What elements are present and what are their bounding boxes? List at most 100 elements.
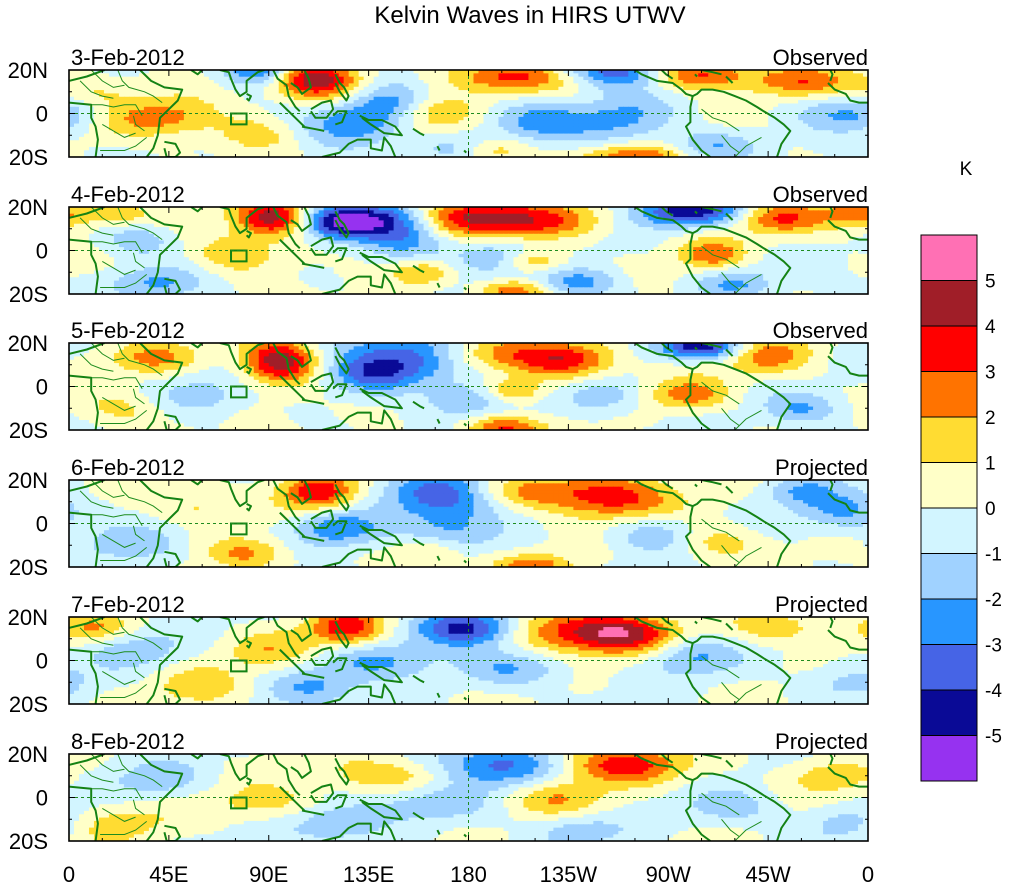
heat-cell xyxy=(733,110,739,115)
heat-cell xyxy=(603,70,609,74)
heat-cell xyxy=(363,90,370,95)
heat-cell xyxy=(193,96,200,101)
heat-cell xyxy=(228,103,235,108)
country-border xyxy=(100,137,148,151)
heat-cell xyxy=(488,100,495,105)
heat-cell xyxy=(328,76,335,81)
heat-cell xyxy=(448,73,455,78)
heat-cell xyxy=(503,86,510,91)
heat-cell xyxy=(343,213,350,218)
heat-cell xyxy=(833,146,839,151)
heat-cell xyxy=(348,76,355,81)
heat-cell xyxy=(248,133,255,138)
heat-cell xyxy=(298,217,305,221)
heat-cell xyxy=(713,210,719,215)
heat-cell xyxy=(788,116,794,121)
heat-cell xyxy=(198,143,205,148)
heat-cell xyxy=(363,103,370,108)
heat-cell xyxy=(608,70,614,74)
heat-cell xyxy=(513,100,520,105)
heat-cell xyxy=(843,126,849,131)
heat-cell xyxy=(718,70,724,74)
heat-cell xyxy=(398,103,405,108)
heat-cell xyxy=(443,100,450,105)
heat-cell xyxy=(538,130,544,135)
heat-cell xyxy=(338,136,345,141)
heat-cell xyxy=(268,106,275,111)
heat-cell xyxy=(123,143,130,148)
heat-cell xyxy=(748,123,754,128)
heat-cell xyxy=(813,100,819,105)
heat-cell xyxy=(808,116,814,121)
heat-cell xyxy=(518,113,525,118)
heat-cell xyxy=(533,140,540,145)
heat-cell xyxy=(313,110,320,115)
heat-cell xyxy=(448,146,455,151)
heat-cell xyxy=(318,96,325,101)
heat-cell xyxy=(98,220,105,225)
heat-cell xyxy=(398,130,405,135)
heat-cell xyxy=(863,80,868,84)
heat-cell xyxy=(373,90,380,95)
heat-cell xyxy=(103,70,110,74)
heat-cell xyxy=(393,80,400,84)
heat-cell xyxy=(248,150,255,155)
heat-cell xyxy=(543,96,549,101)
heat-cell xyxy=(743,150,749,155)
heat-cell xyxy=(413,106,420,111)
heat-cell xyxy=(513,93,520,98)
heat-cell xyxy=(558,100,564,105)
heat-cell xyxy=(413,83,420,88)
heat-cell xyxy=(558,120,564,125)
heat-cell xyxy=(413,220,420,225)
heat-cell xyxy=(178,213,185,218)
heat-cell xyxy=(333,103,340,108)
heat-cell xyxy=(563,146,569,151)
heat-cell xyxy=(418,140,425,145)
heat-cell xyxy=(333,113,340,118)
heat-cell xyxy=(558,207,564,211)
heat-cell xyxy=(433,96,440,101)
heat-cell xyxy=(468,153,475,157)
heat-cell xyxy=(288,140,295,145)
heat-cell xyxy=(703,70,709,74)
heat-cell xyxy=(298,126,305,131)
heat-cell xyxy=(383,146,390,151)
heat-cell xyxy=(378,220,385,225)
heat-cell xyxy=(673,126,679,131)
heat-cell xyxy=(463,123,470,128)
heat-cell xyxy=(813,146,819,151)
heat-cell xyxy=(678,150,684,155)
heat-cell xyxy=(743,120,749,125)
heat-cell xyxy=(803,133,809,138)
heat-cell xyxy=(358,213,365,218)
heat-cell xyxy=(718,80,724,84)
heat-cell xyxy=(373,130,380,135)
heat-cell xyxy=(743,213,749,218)
heat-cell xyxy=(403,140,410,145)
heat-cell xyxy=(648,70,654,74)
heat-cell xyxy=(233,130,240,135)
heat-cell xyxy=(793,143,799,148)
heat-cell xyxy=(693,136,699,141)
heat-cell xyxy=(248,126,255,131)
heat-cell xyxy=(323,80,330,84)
heat-cell xyxy=(268,150,275,155)
heat-cell xyxy=(223,217,230,221)
heat-cell xyxy=(638,100,644,105)
heat-cell xyxy=(373,207,380,211)
heat-cell xyxy=(98,130,105,135)
heat-cell xyxy=(763,136,769,141)
heat-cell xyxy=(518,207,525,211)
heat-cell xyxy=(738,130,744,135)
heat-cell xyxy=(428,153,435,157)
heat-cell xyxy=(258,220,265,225)
heat-cell xyxy=(143,120,150,125)
heat-cell xyxy=(458,220,465,225)
heat-cell xyxy=(353,150,360,155)
heat-cell xyxy=(178,110,185,115)
heat-cell xyxy=(188,133,195,138)
heat-cell xyxy=(858,113,864,118)
heat-cell xyxy=(553,113,559,118)
heat-cell xyxy=(758,113,764,118)
